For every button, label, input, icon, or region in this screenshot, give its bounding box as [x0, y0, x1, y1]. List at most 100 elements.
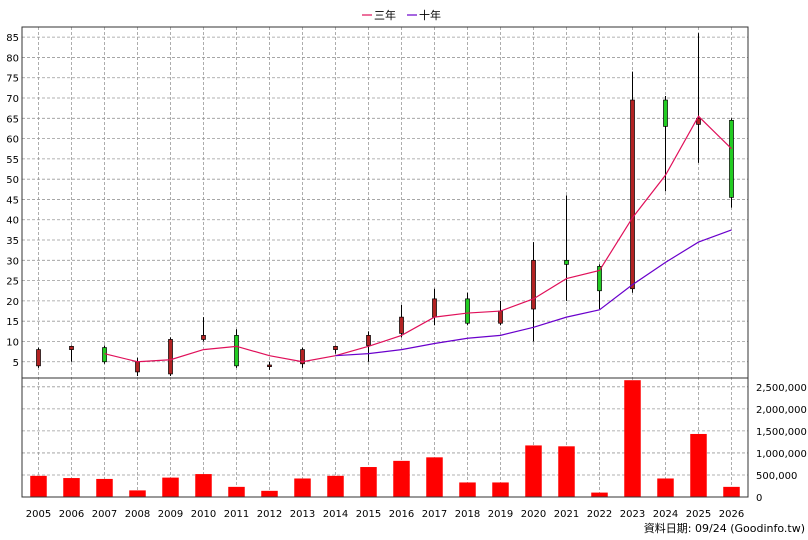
price-grid [22, 27, 748, 497]
volume-bar [96, 478, 113, 497]
volume-tick-label: 2,000,000 [756, 405, 807, 416]
price-tick-label: 60 [6, 135, 19, 146]
price-tick-label: 80 [6, 53, 19, 64]
ma3-line [104, 115, 732, 363]
year-tick-label: 2011 [224, 509, 249, 520]
candle-body [102, 347, 107, 363]
volume-bar [30, 475, 47, 497]
year-tick-label: 2022 [587, 509, 612, 520]
volume-tick-label: 1,500,000 [756, 427, 807, 438]
year-tick-label: 2008 [125, 509, 150, 520]
volume-bar [195, 474, 212, 497]
year-tick-label: 2023 [620, 509, 645, 520]
candle-body [234, 335, 239, 367]
price-tick-label: 20 [6, 297, 19, 308]
axes: 5101520253035404550556065707580850500,00… [6, 26, 807, 520]
price-tick-label: 30 [6, 256, 19, 267]
year-tick-label: 2010 [191, 509, 216, 520]
candle-body [630, 99, 635, 290]
year-tick-label: 2021 [554, 509, 579, 520]
volume-bar [261, 490, 278, 497]
year-tick-label: 2020 [521, 509, 546, 520]
volume-bar [162, 477, 179, 497]
candle-body [432, 298, 437, 318]
legend-label-ma10: 十年 [419, 8, 441, 22]
candle-body [267, 364, 272, 367]
volume-tick-label: 0 [756, 493, 762, 504]
candle-body [135, 361, 140, 373]
legend-label-ma3: 三年 [374, 8, 396, 22]
price-tick-label: 50 [6, 175, 19, 186]
volume-bar [63, 478, 80, 497]
candle-body [531, 259, 536, 310]
volume-bar [492, 482, 509, 497]
year-tick-label: 2017 [422, 509, 447, 520]
price-tick-label: 25 [6, 277, 19, 288]
ma10-line [335, 229, 732, 357]
year-tick-label: 2013 [290, 509, 315, 520]
volume-bar [327, 475, 344, 497]
volume-bar [294, 478, 311, 497]
volume-bar [360, 467, 377, 497]
price-tick-label: 35 [6, 236, 19, 247]
year-tick-label: 2014 [323, 509, 348, 520]
year-tick-label: 2016 [389, 509, 414, 520]
year-tick-label: 2024 [653, 509, 678, 520]
candlesticks [36, 33, 734, 376]
volume-bar [426, 457, 443, 497]
candle-body [498, 310, 503, 324]
volume-bar [129, 490, 146, 497]
volume-bar [459, 482, 476, 497]
candle-body [663, 99, 668, 127]
year-tick-label: 2012 [257, 509, 282, 520]
price-tick-label: 40 [6, 216, 19, 227]
year-tick-label: 2026 [719, 509, 744, 520]
volume-tick-label: 1,000,000 [756, 449, 807, 460]
volume-bar [558, 446, 575, 497]
price-tick-label: 55 [6, 155, 19, 166]
footer-data-date: 資料日期: 09/24 (Goodinfo.tw) [644, 521, 805, 535]
candle-body [36, 349, 41, 367]
year-tick-label: 2018 [455, 509, 480, 520]
volume-bar [228, 486, 245, 497]
volume-bar [657, 478, 674, 497]
volume-bar [723, 486, 740, 497]
candle-body [300, 349, 305, 365]
candle-body [333, 345, 338, 350]
plot-frame [21, 26, 749, 498]
year-tick-label: 2006 [59, 509, 84, 520]
price-tick-label: 5 [13, 358, 19, 369]
candle-body [465, 298, 470, 324]
year-tick-label: 2009 [158, 509, 183, 520]
volume-bar [525, 445, 542, 497]
candle-body [69, 345, 74, 350]
volume-bars [30, 380, 740, 497]
candle-body [399, 316, 404, 334]
candle-body [729, 119, 734, 198]
moving-average-lines [104, 115, 732, 363]
price-tick-label: 75 [6, 74, 19, 85]
year-tick-label: 2005 [26, 509, 51, 520]
year-tick-label: 2007 [92, 509, 117, 520]
candle-body [564, 259, 569, 265]
candle-body [696, 117, 701, 125]
year-tick-label: 2015 [356, 509, 381, 520]
price-tick-label: 85 [6, 33, 19, 44]
price-tick-label: 45 [6, 195, 19, 206]
volume-bar [393, 460, 410, 497]
volume-tick-label: 500,000 [756, 471, 797, 482]
price-tick-label: 10 [6, 337, 19, 348]
volume-tick-label: 2,500,000 [756, 383, 807, 394]
year-tick-label: 2025 [686, 509, 711, 520]
price-tick-label: 65 [6, 114, 19, 125]
candle-body [366, 335, 371, 346]
candle-body [201, 335, 206, 340]
legend: 三年 十年 [362, 8, 441, 22]
year-tick-label: 2019 [488, 509, 513, 520]
volume-bar [591, 492, 608, 497]
volume-bar [690, 433, 707, 497]
volume-bar [624, 380, 641, 497]
price-tick-label: 70 [6, 94, 19, 105]
candle-body [597, 266, 602, 292]
